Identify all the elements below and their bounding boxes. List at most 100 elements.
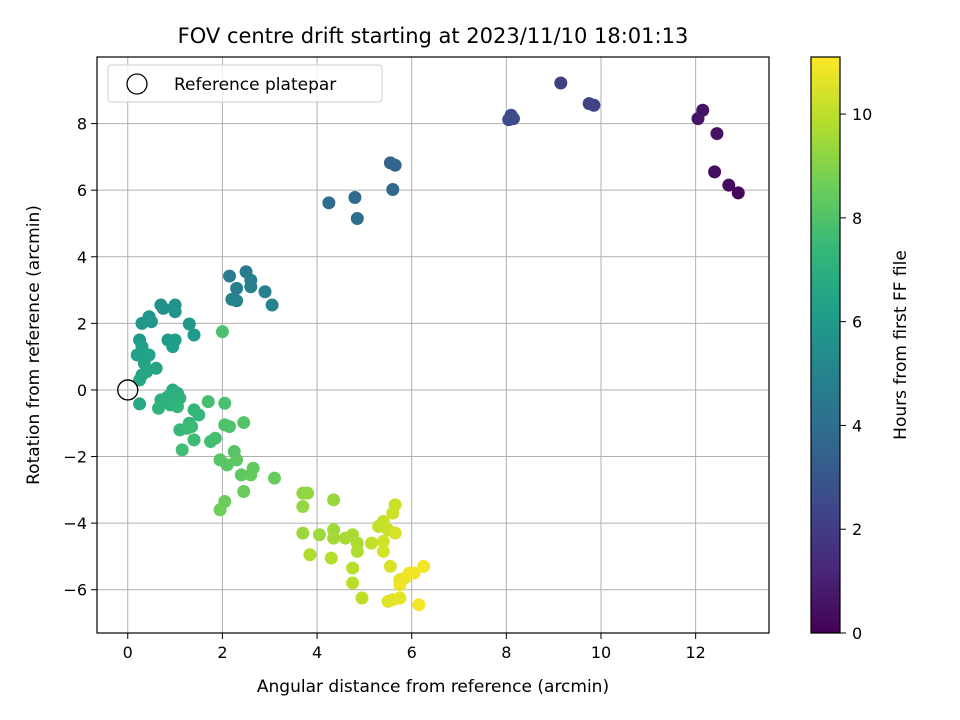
reference-marker-group [117, 379, 139, 401]
chart-title: FOV centre drift starting at 2023/11/10 … [178, 24, 689, 48]
data-point [237, 416, 251, 430]
plot-frame [96, 56, 770, 634]
data-point [502, 113, 516, 127]
data-point [393, 578, 407, 592]
data-point [237, 484, 251, 498]
plot-area [97, 57, 769, 633]
y-tick-label: 6 [77, 181, 87, 200]
colorbar: 0 2 4 6 8 10 Hours from first FF file [810, 56, 911, 643]
data-point [230, 281, 244, 295]
data-point [388, 158, 402, 172]
data-point [187, 433, 201, 447]
y-axis-label: Rotation from reference (arcmin) [24, 205, 44, 485]
colorbar-tick-label: 2 [852, 520, 862, 539]
y-tick-label: 8 [77, 115, 87, 134]
y-tick-label: 0 [77, 381, 87, 400]
data-point [152, 401, 166, 415]
data-point [348, 191, 362, 205]
colorbar-label: Hours from first FF file [891, 250, 911, 440]
data-point [346, 576, 360, 590]
data-point [296, 526, 310, 540]
colorbar-tick-label: 8 [852, 209, 862, 228]
data-point [258, 285, 272, 299]
colorbar-tick-label: 4 [852, 416, 862, 435]
x-tick-label: 2 [217, 643, 227, 662]
x-tick-label: 4 [312, 643, 322, 662]
data-point [230, 453, 244, 467]
x-tick-label: 0 [123, 643, 133, 662]
data-point [244, 280, 258, 294]
data-point [201, 395, 215, 409]
data-point [376, 544, 390, 558]
data-point [218, 396, 232, 410]
data-point [223, 269, 237, 283]
data-point [383, 559, 397, 573]
colorbar-gradient [810, 56, 841, 634]
data-point [267, 471, 281, 485]
y-tick-label: −6 [63, 581, 87, 600]
data-point [192, 408, 206, 422]
reference-marker [117, 379, 139, 401]
data-point [722, 178, 736, 192]
x-axis-label: Angular distance from reference (arcmin) [257, 677, 609, 697]
data-point [230, 294, 244, 308]
data-point [156, 301, 170, 315]
data-point [554, 76, 568, 90]
data-point [213, 503, 227, 517]
legend-marker [126, 73, 148, 95]
data-point [301, 486, 315, 500]
data-point [170, 400, 184, 414]
y-tick-label: 4 [77, 248, 87, 267]
colorbar-ticks: 0 2 4 6 8 10 [840, 105, 872, 643]
colorbar-tick-label: 10 [852, 105, 872, 124]
data-points [130, 76, 745, 612]
data-point [364, 536, 378, 550]
data-point [133, 373, 147, 387]
data-point [312, 528, 326, 542]
data-point [296, 499, 310, 513]
data-point [303, 548, 317, 562]
data-point [346, 561, 360, 575]
legend-label: Reference platepar [174, 75, 336, 95]
colorbar-tick-label: 6 [852, 313, 862, 332]
data-point [223, 420, 237, 434]
data-point [208, 431, 222, 445]
legend: Reference platepar [107, 64, 383, 103]
y-tick-label: −4 [63, 514, 87, 533]
data-point [376, 534, 390, 548]
data-point [417, 559, 431, 573]
data-point [386, 183, 400, 197]
data-point [215, 325, 229, 339]
colorbar-tick-label: 0 [852, 624, 862, 643]
data-point [185, 420, 199, 434]
data-point [166, 340, 180, 354]
data-point [710, 127, 724, 141]
data-point [327, 493, 341, 507]
data-point [350, 211, 364, 225]
x-tick-label: 10 [591, 643, 611, 662]
data-point [175, 443, 189, 457]
data-point [691, 112, 705, 126]
x-tick-label: 12 [685, 643, 705, 662]
data-point [234, 468, 248, 482]
data-point [324, 551, 338, 565]
x-tick-label: 8 [501, 643, 511, 662]
data-point [393, 591, 407, 605]
y-axis-ticks: −6 −4 −2 0 2 4 6 8 [63, 115, 97, 600]
data-point [708, 165, 722, 179]
data-point [386, 506, 400, 520]
y-tick-label: −2 [63, 448, 87, 467]
data-point [731, 186, 745, 200]
data-point [355, 591, 369, 605]
data-point [407, 566, 421, 580]
data-point [187, 328, 201, 342]
x-tick-label: 6 [407, 643, 417, 662]
data-point [168, 305, 182, 319]
data-point [144, 315, 158, 329]
x-axis-ticks: 0 2 4 6 8 10 12 [123, 633, 706, 662]
data-point [322, 196, 336, 210]
data-point [244, 468, 258, 482]
data-point [265, 298, 279, 312]
grid-lines [97, 57, 769, 633]
